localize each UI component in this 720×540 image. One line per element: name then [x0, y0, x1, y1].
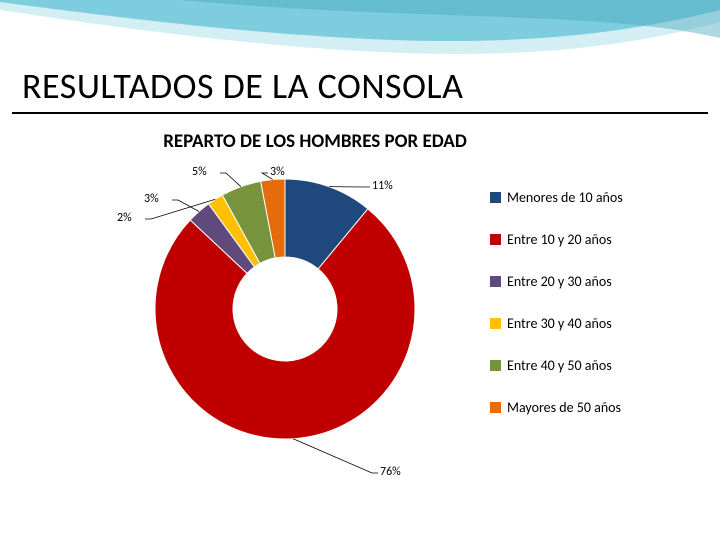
data-label: 11%: [372, 179, 393, 193]
chart-body: 11% 76% 3% 2% 5% 3% Menores de 10 años Entre 1…: [0, 159, 720, 519]
legend-item: Entre 40 y 50 años: [490, 357, 623, 374]
legend-swatch: [490, 360, 501, 371]
legend-swatch: [490, 402, 501, 413]
data-label: 2%: [117, 211, 132, 225]
legend-swatch: [490, 276, 501, 287]
page-title: RESULTADOS DE LA CONSOLA: [22, 64, 463, 108]
legend-label: Entre 40 y 50 años: [507, 357, 612, 374]
legend-label: Mayores de 50 años: [507, 399, 621, 416]
legend-label: Entre 10 y 20 años: [507, 231, 612, 248]
chart-title: REPARTO DE LOS HOMBRES POR EDAD: [0, 130, 720, 153]
donut-chart: [145, 169, 425, 449]
legend-item: Entre 10 y 20 años: [490, 231, 623, 248]
data-label: 5%: [192, 165, 207, 179]
legend-label: Entre 30 y 40 años: [507, 315, 612, 332]
legend-label: Menores de 10 años: [507, 189, 623, 206]
title-underline: [12, 112, 708, 114]
legend-item: Entre 20 y 30 años: [490, 273, 623, 290]
legend-item: Mayores de 50 años: [490, 399, 623, 416]
legend-swatch: [490, 318, 501, 329]
data-label: 76%: [380, 465, 401, 479]
legend-item: Entre 30 y 40 años: [490, 315, 623, 332]
data-label: 3%: [270, 165, 285, 179]
legend-item: Menores de 10 años: [490, 189, 623, 206]
data-label: 3%: [144, 192, 159, 206]
legend-label: Entre 20 y 30 años: [507, 273, 612, 290]
chart-region: REPARTO DE LOS HOMBRES POR EDAD 11% 76% 3%…: [0, 130, 720, 530]
legend-swatch: [490, 234, 501, 245]
legend-swatch: [490, 192, 501, 203]
legend: Menores de 10 años Entre 10 y 20 años Entr…: [490, 189, 623, 441]
